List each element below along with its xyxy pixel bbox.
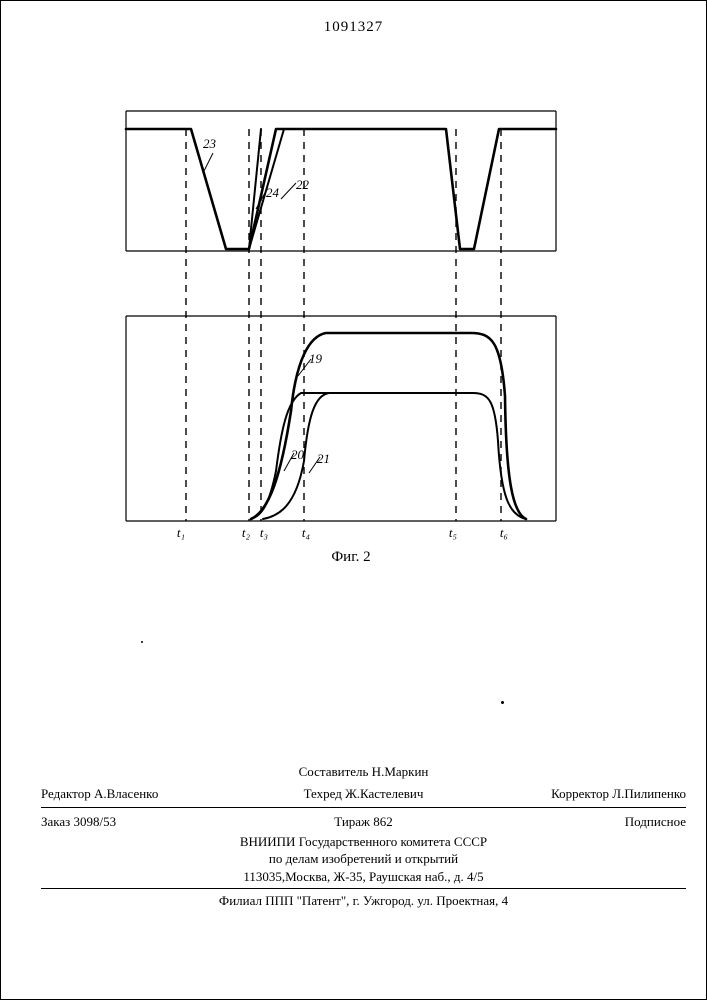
subscription: Подписное bbox=[473, 813, 686, 831]
bottom-chart bbox=[126, 316, 556, 521]
order-number: Заказ 3098/53 bbox=[41, 813, 254, 831]
document-number: 1091327 bbox=[1, 19, 706, 36]
compiler: Составитель Н.Маркин bbox=[254, 763, 473, 781]
curve-label-22: 22 bbox=[296, 177, 310, 192]
speck bbox=[141, 641, 143, 643]
time-label: t₅ bbox=[449, 525, 457, 540]
org-address: 113035,Москва, Ж-35, Раушская наб., д. 4… bbox=[41, 868, 686, 886]
editor: Редактор А.Власенко bbox=[41, 785, 254, 803]
curve-label-23: 23 bbox=[203, 136, 217, 151]
speck bbox=[501, 701, 504, 704]
techred: Техред Ж.Кастелевич bbox=[254, 785, 473, 803]
org-line-1: ВНИИПИ Государственного комитета СССР bbox=[41, 833, 686, 851]
time-label: t₆ bbox=[500, 525, 508, 540]
footer-block: Составитель Н.Маркин Редактор А.Власенко… bbox=[41, 761, 686, 910]
branch: Филиал ППП "Патент", г. Ужгород. ул. Про… bbox=[41, 892, 686, 910]
tirage: Тираж 862 bbox=[254, 813, 473, 831]
time-label: t₃ bbox=[260, 525, 268, 540]
curve-label-21: 21 bbox=[317, 451, 330, 466]
page: 1091327 232422192021t₁t₂t₃t₄t₅t₆ Фиг. 2 … bbox=[0, 0, 707, 1000]
curve-label-20: 20 bbox=[291, 447, 305, 462]
figure-svg: 23 24 22 19 20 21 t₁ t₂ t₃ t₄ t₅ t₆ Фиг. 2 bbox=[101, 101, 581, 621]
org-line-2: по делам изобретений и открытий bbox=[41, 850, 686, 868]
time-label: t₁ bbox=[177, 525, 185, 540]
figure-2: 23 24 22 19 20 21 t₁ t₂ t₃ t₄ t₅ t₆ Фиг. 2 bbox=[101, 101, 581, 621]
time-label: t₂ bbox=[242, 525, 251, 540]
figure-caption: Фиг. 2 bbox=[331, 549, 370, 565]
labels: 23 24 22 19 20 21 t₁ t₂ t₃ t₄ t₅ t₆ bbox=[177, 136, 508, 540]
top-chart bbox=[126, 111, 556, 251]
corrector: Корректор Л.Пилипенко bbox=[473, 785, 686, 803]
time-label: t₄ bbox=[302, 525, 311, 540]
divider bbox=[41, 888, 686, 889]
curve-label-19: 19 bbox=[309, 351, 323, 366]
divider bbox=[41, 807, 686, 808]
curve-label-24: 24 bbox=[266, 185, 280, 200]
